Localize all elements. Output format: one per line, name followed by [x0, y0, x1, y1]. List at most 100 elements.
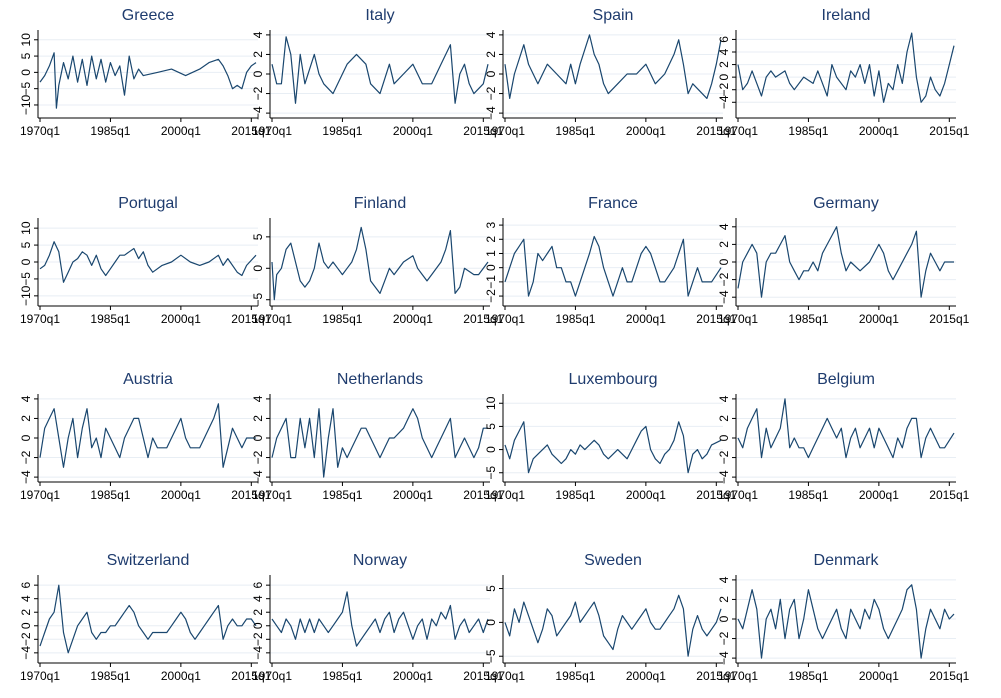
y-tick-label: 2	[717, 61, 731, 68]
y-tick-label: −2	[251, 450, 265, 464]
series-line	[737, 32, 955, 103]
y-tick-label: 0	[19, 434, 33, 441]
x-tick-label: 2015q1	[231, 124, 271, 138]
x-tick-label: 2000q1	[626, 312, 666, 326]
series-line	[504, 421, 722, 474]
y-tick-label: 2	[717, 415, 731, 422]
x-tick-label: 1985q1	[788, 124, 828, 138]
series-line	[504, 235, 722, 297]
x-tick-label: 2000q1	[859, 488, 899, 502]
x-tick-label: 1970q1	[252, 124, 292, 138]
x-tick-label: 1970q1	[252, 312, 292, 326]
x-tick-label: 2000q1	[859, 669, 899, 683]
chart-panel-denmark: Denmark −4 −2 0 2 4 1970q1 1985q1 2000q1 2015q1	[717, 552, 970, 683]
y-tick-label: −5	[251, 293, 265, 307]
y-tick-label: 0	[717, 615, 731, 622]
y-tick-label: 2	[19, 415, 33, 422]
y-tick-label: 2	[484, 236, 498, 243]
y-tick-label: −2	[19, 450, 33, 464]
y-tick-label: 4	[717, 576, 731, 583]
x-tick-label: 2000q1	[161, 312, 201, 326]
y-tick-label: 3	[484, 221, 498, 228]
y-tick-label: 10	[484, 396, 498, 410]
x-tick-label: 1985q1	[555, 669, 595, 683]
x-tick-label: 1970q1	[718, 488, 758, 502]
chart-panel-ireland: Ireland −4−2 0 2 4 6 1970q1 1985q1 2000q1 2015q1	[717, 7, 970, 138]
y-tick-label: 4	[251, 31, 265, 38]
x-tick-label: 2000q1	[859, 312, 899, 326]
x-tick-label: 2000q1	[393, 124, 433, 138]
x-tick-label: 2015q1	[231, 312, 271, 326]
x-tick-label: 1985q1	[322, 488, 362, 502]
panel-title: Luxembourg	[569, 371, 658, 388]
y-tick-label: 4	[717, 48, 731, 55]
chart-panel-netherlands: Netherlands −4 −2 0 2 4 1970q1 1985q1 2000q1 2015…	[251, 371, 504, 502]
series-line	[737, 226, 954, 298]
x-tick-label: 1970q1	[718, 312, 758, 326]
x-tick-label: 1985q1	[788, 312, 828, 326]
x-tick-label: 2000q1	[393, 312, 433, 326]
panel-title: Ireland	[822, 7, 871, 24]
panel-title: France	[588, 195, 638, 212]
y-tick-label: −4	[717, 95, 731, 109]
chart-panel-norway: Norway −4−2 0 2 4 6 1970q1 1985q1 2000q1 2015q1	[251, 552, 504, 683]
x-tick-label: 1970q1	[485, 312, 525, 326]
x-tick-label: 1985q1	[90, 124, 130, 138]
y-tick-label: −4	[484, 106, 498, 120]
y-tick-label: −10	[19, 94, 33, 115]
x-tick-label: 2000q1	[626, 669, 666, 683]
x-tick-label: 2015q1	[463, 312, 503, 326]
series-line	[39, 241, 257, 283]
panel-title: Belgium	[817, 371, 875, 388]
y-tick-label: −1	[484, 275, 498, 289]
chart-panel-germany: Germany −4 −2 0 2 4 1970q1 1985q1 2000q1 2015q1	[717, 195, 970, 326]
y-tick-label: −4	[251, 646, 265, 660]
series-line	[737, 398, 955, 459]
chart-panel-luxembourg: Luxembourg −5 0 5 10 1970q1 1985q1 2000q1 2015q1	[484, 371, 737, 502]
series-line	[39, 403, 256, 468]
x-tick-label: 1970q1	[485, 124, 525, 138]
x-tick-label: 2015q1	[231, 488, 271, 502]
panel-title: Finland	[354, 195, 406, 212]
x-tick-label: 1985q1	[788, 669, 828, 683]
y-tick-label: 10	[19, 33, 33, 47]
y-tick-label: −2	[717, 83, 731, 97]
y-tick-label: −5	[484, 466, 498, 480]
series-line	[39, 584, 257, 654]
y-tick-label: 0	[19, 69, 33, 76]
y-tick-label: 0	[484, 446, 498, 453]
x-tick-label: 2015q1	[231, 669, 271, 683]
y-tick-label: 0	[19, 622, 33, 629]
chart-panel-sweden: Sweden −5 0 5 1970q1 1985q1 2000q1 2015q1	[484, 552, 737, 683]
x-tick-label: 2015q1	[696, 312, 736, 326]
y-tick-label: 4	[251, 395, 265, 402]
x-tick-label: 2015q1	[696, 124, 736, 138]
y-tick-label: 6	[251, 581, 265, 588]
y-tick-label: −4	[19, 470, 33, 484]
panel-title: Spain	[593, 7, 634, 24]
y-tick-label: −4	[717, 470, 731, 484]
x-tick-label: 2015q1	[463, 488, 503, 502]
y-tick-label: −10	[19, 285, 33, 306]
panel-title: Austria	[123, 371, 173, 388]
x-tick-label: 1985q1	[555, 312, 595, 326]
x-tick-label: 1970q1	[718, 669, 758, 683]
y-tick-label: 4	[717, 395, 731, 402]
y-tick-label: −4	[251, 106, 265, 120]
y-tick-label: −4	[717, 290, 731, 304]
x-tick-label: 1985q1	[555, 124, 595, 138]
x-tick-label: 2000q1	[393, 488, 433, 502]
series-line	[504, 594, 722, 657]
x-tick-label: 1985q1	[555, 488, 595, 502]
x-tick-label: 2000q1	[859, 124, 899, 138]
y-tick-label: 6	[717, 36, 731, 43]
y-tick-label: 0	[717, 434, 731, 441]
x-tick-label: 1985q1	[90, 312, 130, 326]
panel-title: Norway	[353, 552, 407, 569]
x-tick-label: 1970q1	[252, 669, 292, 683]
x-tick-label: 2000q1	[393, 669, 433, 683]
y-tick-label: 0	[19, 258, 33, 265]
y-tick-label: 2	[717, 241, 731, 248]
y-tick-label: −2	[251, 86, 265, 100]
y-tick-label: −2	[484, 86, 498, 100]
